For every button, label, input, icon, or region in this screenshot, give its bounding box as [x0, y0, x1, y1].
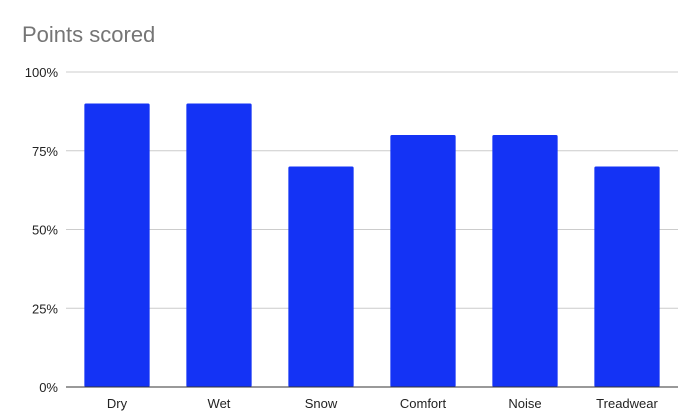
bar-dry [84, 103, 150, 387]
bars [84, 103, 660, 387]
bar-noise [492, 135, 558, 387]
bar-comfort [390, 135, 456, 387]
y-tick-label: 0% [39, 380, 58, 395]
x-tick-label: Dry [107, 396, 128, 411]
gridlines [66, 71, 678, 309]
x-tick-label: Snow [305, 396, 338, 411]
x-tick-label: Noise [508, 396, 541, 411]
x-tick-label: Wet [208, 396, 231, 411]
bar-wet [186, 103, 252, 387]
bar-treadwear [594, 166, 660, 387]
y-tick-label: 75% [32, 144, 58, 159]
y-tick-label: 50% [32, 223, 58, 238]
y-axis-ticks: 0% 25% 50% 75% 100% [25, 65, 59, 395]
x-tick-label: Comfort [400, 396, 447, 411]
y-tick-label: 25% [32, 301, 58, 316]
x-tick-label: Treadwear [596, 396, 658, 411]
y-tick-label: 100% [25, 65, 59, 80]
x-axis-ticks: Dry Wet Snow Comfort Noise Treadwear [107, 396, 659, 411]
bar-snow [288, 166, 354, 387]
chart-title: Points scored [22, 22, 156, 47]
